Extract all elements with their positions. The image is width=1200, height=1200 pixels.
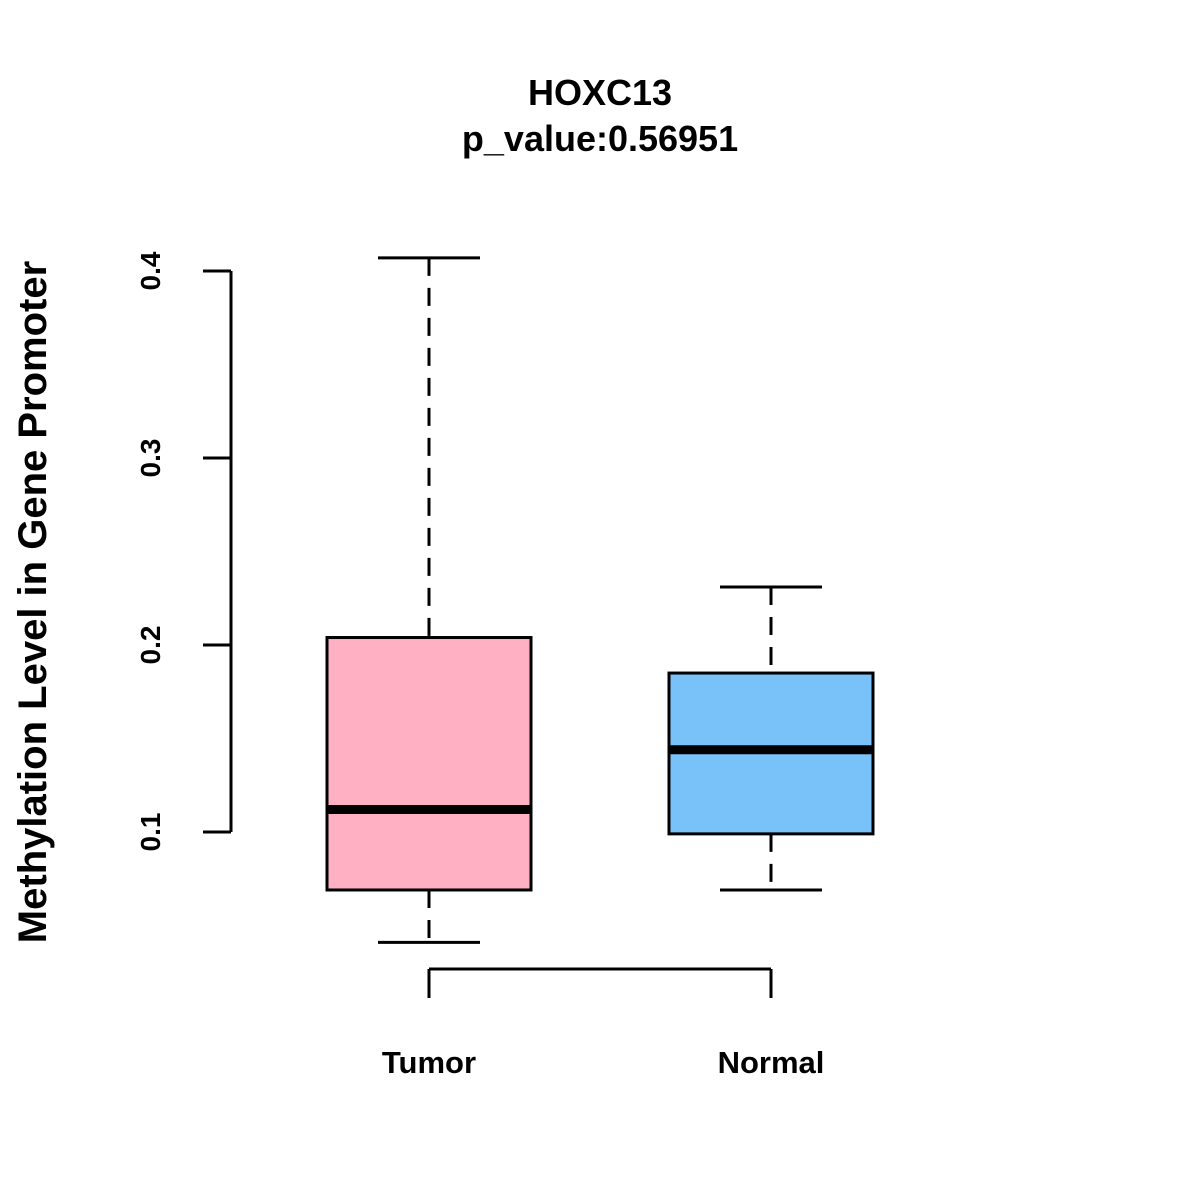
box-normal	[667, 585, 875, 892]
y-tick-label: 0.2	[135, 626, 166, 665]
box-tumor	[325, 256, 533, 944]
y-tick-label: 0.4	[135, 251, 166, 290]
y-axis-label: Methylation Level in Gene Promoter	[11, 261, 55, 943]
boxes-group	[325, 256, 875, 944]
x-tick-label: Normal	[718, 1045, 825, 1080]
y-tick-label: 0.3	[135, 439, 166, 478]
x-axis: Tumor Normal	[382, 967, 825, 1080]
y-axis: 0.1 0.2 0.3 0.4	[135, 251, 233, 852]
chart-title: HOXC13	[528, 72, 672, 113]
y-tick-label: 0.1	[135, 813, 166, 852]
x-tick-label: Tumor	[382, 1045, 476, 1080]
chart-subtitle: p_value:0.56951	[462, 118, 738, 159]
iqr-box	[325, 636, 533, 892]
